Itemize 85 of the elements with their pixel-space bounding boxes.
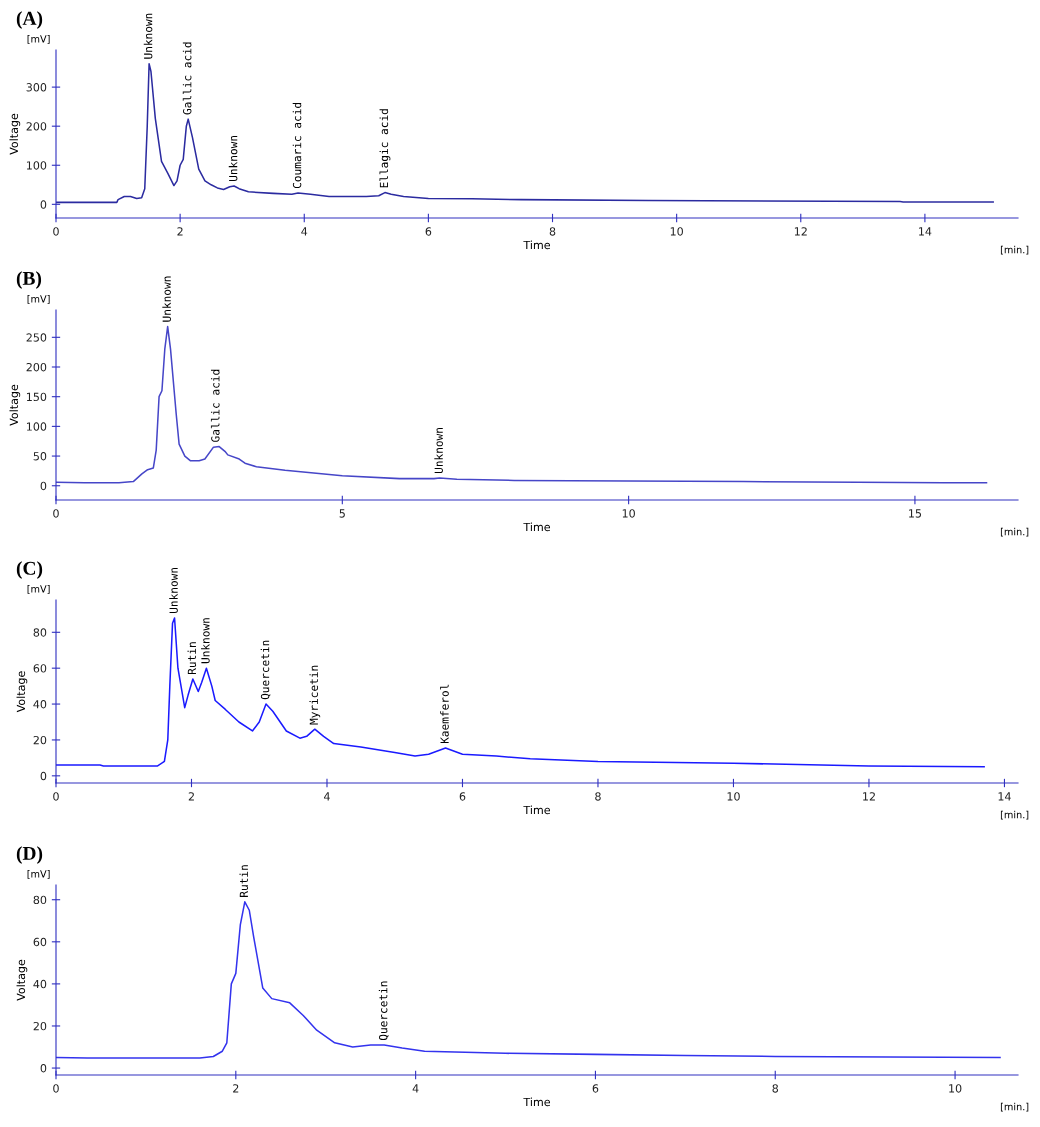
annotation: Coumaric acid	[292, 102, 302, 189]
annotation: Rutin	[187, 642, 197, 674]
x-axis-title: Time	[523, 805, 550, 815]
line-series	[56, 325, 988, 484]
text: [mV]	[27, 35, 50, 44]
x-tick-label: 10	[622, 509, 635, 518]
x-tick-label: 15	[909, 509, 922, 518]
x-tick-label: 14	[998, 792, 1011, 801]
x-tick-label: 8	[549, 227, 556, 236]
chart-title: (B)	[16, 271, 42, 289]
y-tick-label: 250	[26, 333, 47, 342]
text: [mV]	[27, 870, 50, 879]
y-axis-title: Voltage	[9, 113, 21, 155]
y-tick-label: 300	[26, 83, 47, 92]
annotation: Gallic acid	[182, 42, 192, 115]
x-tick-label: 14	[919, 227, 932, 236]
annotation: Rutin	[239, 865, 249, 897]
y-tick-label: 100	[26, 422, 47, 431]
x-tick-label: 10	[949, 1084, 962, 1093]
y-axis-title: Voltage	[9, 384, 21, 426]
x-axis-title: Time	[523, 1097, 550, 1107]
y-tick-label: 0	[40, 1064, 47, 1073]
x-tick-label: 2	[233, 1084, 239, 1093]
chart-title: (C)	[16, 561, 43, 579]
x-tick-label: 4	[323, 792, 330, 801]
text: [mV]	[27, 295, 50, 304]
y-tick-label: 150	[26, 392, 47, 402]
text: [min.]	[1000, 527, 1029, 537]
line-series	[56, 617, 985, 768]
chart-title: (D)	[16, 846, 43, 864]
x-tick-label: 12	[794, 227, 807, 236]
x-tick-label: 8	[772, 1084, 779, 1093]
x-tick-label: 0	[53, 227, 59, 236]
annotation: Gallic acid	[210, 369, 220, 442]
x-tick-label: 0	[53, 1084, 59, 1093]
x-tick-label: 8	[595, 792, 601, 801]
y-tick-label: 80	[33, 628, 47, 637]
annotation: Ellagic acid	[379, 109, 391, 188]
y-tick-label: 100	[26, 161, 47, 170]
x-tick-label: 6	[425, 227, 432, 236]
annotation: Quercetin	[260, 640, 271, 700]
annotation: Quercetin	[378, 981, 389, 1041]
x-tick-label: 10	[670, 227, 683, 236]
y-tick-label: 200	[26, 362, 47, 372]
x-axis-title: Time	[523, 240, 550, 250]
x-axis-title: Time	[523, 522, 550, 532]
x-tick-label: 4	[412, 1084, 419, 1093]
text: [min.]	[1000, 245, 1029, 255]
x-tick-label: 2	[188, 792, 194, 801]
annotation: Unknown	[169, 567, 178, 613]
y-tick-label: 20	[33, 735, 47, 745]
annotation: Unknown	[201, 618, 210, 664]
annotation: Unknown	[143, 13, 153, 59]
x-tick-label: 6	[459, 792, 466, 801]
y-tick-label: 20	[33, 1021, 47, 1031]
x-tick-label: 2	[177, 227, 183, 236]
y-tick-label: 0	[40, 771, 47, 781]
y-tick-label: 0	[40, 481, 47, 491]
annotation: Kaemferol	[440, 684, 449, 744]
y-tick-label: 50	[33, 452, 47, 461]
annotation: Unknown	[228, 135, 238, 181]
line-series	[56, 901, 1001, 1059]
annotation: Unknown	[162, 276, 171, 322]
x-tick-label: 0	[53, 509, 59, 518]
x-tick-label: 6	[592, 1084, 599, 1093]
y-tick-label: 0	[40, 200, 47, 209]
text: [min.]	[1000, 1102, 1029, 1112]
x-tick-label: 4	[301, 227, 308, 236]
y-axis-title: Voltage	[16, 671, 28, 713]
y-tick-label: 60	[33, 664, 47, 673]
y-tick-label: 40	[33, 700, 47, 709]
x-tick-label: 5	[339, 509, 345, 518]
y-tick-label: 200	[26, 122, 47, 131]
x-tick-label: 10	[727, 792, 740, 801]
y-tick-label: 60	[33, 937, 47, 947]
y-axis-title: Voltage	[16, 959, 28, 1001]
y-tick-label: 80	[33, 895, 47, 905]
x-tick-label: 12	[863, 792, 875, 801]
annotation: Myricetin	[309, 665, 321, 725]
text: [min.]	[1000, 810, 1029, 820]
x-tick-label: 0	[53, 792, 59, 801]
annotation: Unknown	[434, 428, 443, 474]
y-tick-label: 40	[33, 979, 47, 989]
text: [mV]	[27, 585, 50, 594]
chart-title: (A)	[16, 11, 43, 29]
